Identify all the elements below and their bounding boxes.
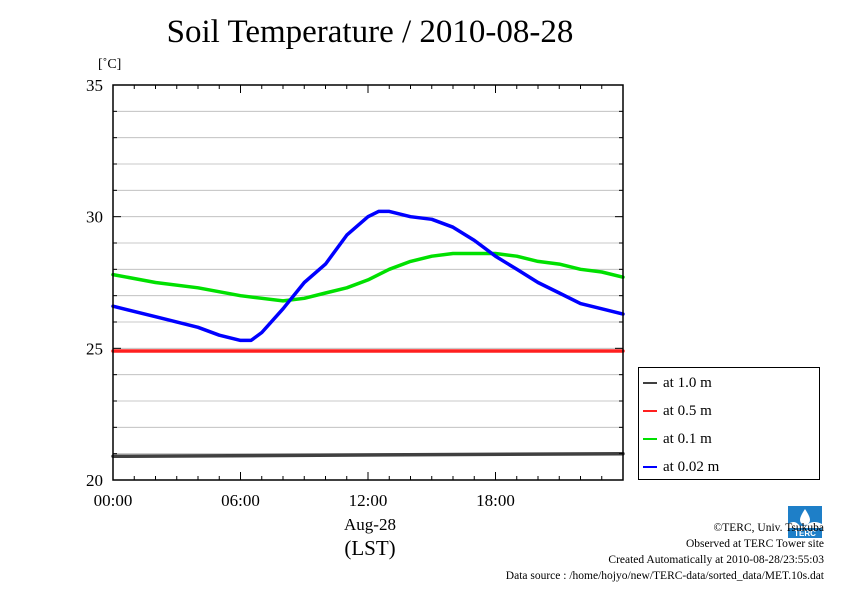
- x-tick-label: 18:00: [476, 491, 515, 510]
- legend-label: at 0.5 m: [663, 402, 712, 419]
- legend-label: at 1.0 m: [663, 374, 712, 391]
- legend-label: at 0.02 m: [663, 458, 720, 475]
- y-tick-label: 35: [86, 76, 103, 95]
- series-line: [111, 209, 625, 343]
- data-source-text: Data source : /home/hojyo/new/TERC-data/…: [505, 570, 824, 582]
- date-label: Aug-28: [344, 515, 396, 534]
- y-axis-unit-label: [˚C]: [98, 57, 122, 72]
- legend-swatch: [643, 382, 657, 384]
- timezone-label: (LST): [344, 536, 396, 560]
- chart-title: Soil Temperature / 2010-08-28: [166, 14, 574, 50]
- y-tick-label: 25: [86, 339, 103, 358]
- x-tick-label: 06:00: [221, 491, 260, 510]
- legend-item: at 0.1 m: [643, 429, 712, 449]
- legend-label: at 0.1 m: [663, 430, 712, 447]
- legend-item: at 1.0 m: [643, 373, 712, 393]
- legend-swatch: [643, 438, 657, 440]
- series-line: [111, 451, 625, 459]
- legend-item: at 0.5 m: [643, 401, 712, 421]
- legend-swatch: [643, 410, 657, 412]
- x-tick-label: 12:00: [349, 491, 388, 510]
- observed-text: Observed at TERC Tower site: [685, 538, 824, 550]
- axis-tick-labels: 20 25 30 35 00:00 06:00 12:00 18:00: [86, 76, 515, 510]
- terc-logo-icon: TERC: [786, 502, 824, 540]
- credits-block: ©TERC, Univ. Tsukuba Observed at TERC To…: [506, 520, 824, 584]
- series-line: [111, 251, 625, 303]
- y-tick-label: 30: [86, 208, 103, 227]
- legend: at 1.0 m at 0.5 m at 0.1 m at 0.02 m: [638, 367, 820, 480]
- x-tick-label: 00:00: [94, 491, 133, 510]
- legend-item: at 0.02 m: [643, 457, 719, 477]
- copyright-text: ©TERC, Univ. Tsukuba: [713, 522, 824, 534]
- svg-text:TERC: TERC: [794, 529, 816, 538]
- series-lines: [111, 209, 625, 459]
- plot-frame: [112, 84, 624, 481]
- grid-lines: [113, 110, 623, 455]
- legend-swatch: [643, 466, 657, 468]
- created-text: Created Automatically at 2010-08-28/23:5…: [608, 554, 824, 566]
- y-tick-label: 20: [86, 471, 103, 490]
- axis-ticks: [112, 84, 624, 481]
